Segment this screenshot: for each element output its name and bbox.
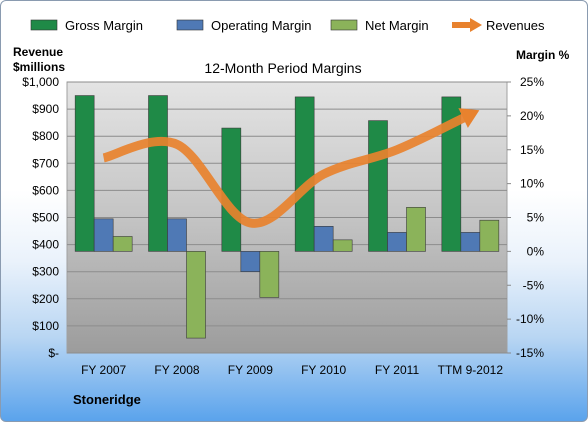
left-tick-label: $400 xyxy=(32,238,59,252)
right-tick-label: -5% xyxy=(523,278,545,292)
x-tick-label: TTM 9-2012 xyxy=(438,363,504,377)
bar-gross-margin xyxy=(148,95,168,252)
bar-net-margin xyxy=(186,251,206,339)
right-axis-ticks: 25% 20% 15% 10% 5% 0% -5% -10% -15% xyxy=(507,75,544,360)
left-tick-label: $200 xyxy=(32,292,59,306)
left-tick-label: $900 xyxy=(32,102,59,116)
legend-label: Operating Margin xyxy=(211,18,311,33)
bar-gross-margin xyxy=(294,96,315,252)
right-tick-label: 20% xyxy=(520,109,544,123)
right-tick-label: -10% xyxy=(516,312,544,326)
legend-arrow xyxy=(470,18,482,32)
chart-title: 12-Month Period Margins xyxy=(204,60,361,76)
right-tick-label: 10% xyxy=(520,177,544,191)
revenue-line-path xyxy=(102,110,473,228)
right-tick-label: 15% xyxy=(520,143,544,157)
legend-label: Revenues xyxy=(486,18,545,33)
x-tick-label: FY 2011 xyxy=(375,363,420,377)
revenue-arrowhead xyxy=(458,108,480,128)
x-axis-ticks: FY 2007 FY 2008 FY 2009 FY 2010 FY 2011 TTM 9… xyxy=(81,363,503,377)
revenue-line xyxy=(102,108,480,228)
legend-label: Gross Margin xyxy=(65,18,143,33)
right-tick-label: 0% xyxy=(527,244,545,258)
bar-operating-margin xyxy=(460,232,481,252)
legend-swatch xyxy=(176,19,204,31)
left-tick-label: $100 xyxy=(32,319,59,333)
legend: Gross Margin Operating Margin Net Margin Re… xyxy=(30,18,545,33)
left-tick-label: $600 xyxy=(32,183,59,197)
bar-operating-margin xyxy=(93,218,114,252)
left-tick-label: $- xyxy=(48,346,59,360)
gridlines xyxy=(67,81,507,354)
right-axis-label: Margin % xyxy=(516,48,570,62)
x-tick-label: FY 2010 xyxy=(301,363,346,377)
bar-gross-margin xyxy=(441,96,462,252)
right-tick-label: 5% xyxy=(527,211,545,225)
left-tick-label: $1,000 xyxy=(22,75,59,89)
bar-operating-margin xyxy=(240,251,261,273)
bar-net-margin xyxy=(112,236,133,252)
left-tick-label: $300 xyxy=(32,265,59,279)
bar-net-margin xyxy=(259,251,280,298)
left-axis-ticks: $1,000 $900 $800 $700 $600 $500 $400 $300 $200 $1… xyxy=(22,75,59,360)
legend-swatch xyxy=(330,19,358,31)
bar-net-margin xyxy=(406,207,426,252)
left-tick-label: $800 xyxy=(32,129,59,143)
bar-gross-margin xyxy=(74,95,95,252)
left-axis-label-line2: $millions xyxy=(13,60,65,74)
legend-label: Net Margin xyxy=(365,18,429,33)
x-tick-label: FY 2008 xyxy=(154,363,199,377)
right-tick-label: 25% xyxy=(520,75,544,89)
bar-net-margin xyxy=(479,219,500,252)
legend-swatch xyxy=(30,19,58,31)
bar-gross-margin xyxy=(221,127,242,252)
bar-operating-margin xyxy=(167,218,187,252)
x-tick-label: FY 2009 xyxy=(228,363,273,377)
left-tick-label: $500 xyxy=(32,211,59,225)
x-tick-label: FY 2007 xyxy=(81,363,126,377)
left-axis-label-line1: Revenue xyxy=(13,45,63,59)
bar-operating-margin xyxy=(313,226,334,252)
right-tick-label: -15% xyxy=(516,346,544,360)
bar-operating-margin xyxy=(387,232,407,252)
bar-gross-margin xyxy=(368,120,388,252)
company-name: Stoneridge xyxy=(73,392,141,407)
left-tick-label: $700 xyxy=(32,156,59,170)
bar-net-margin xyxy=(332,239,353,252)
